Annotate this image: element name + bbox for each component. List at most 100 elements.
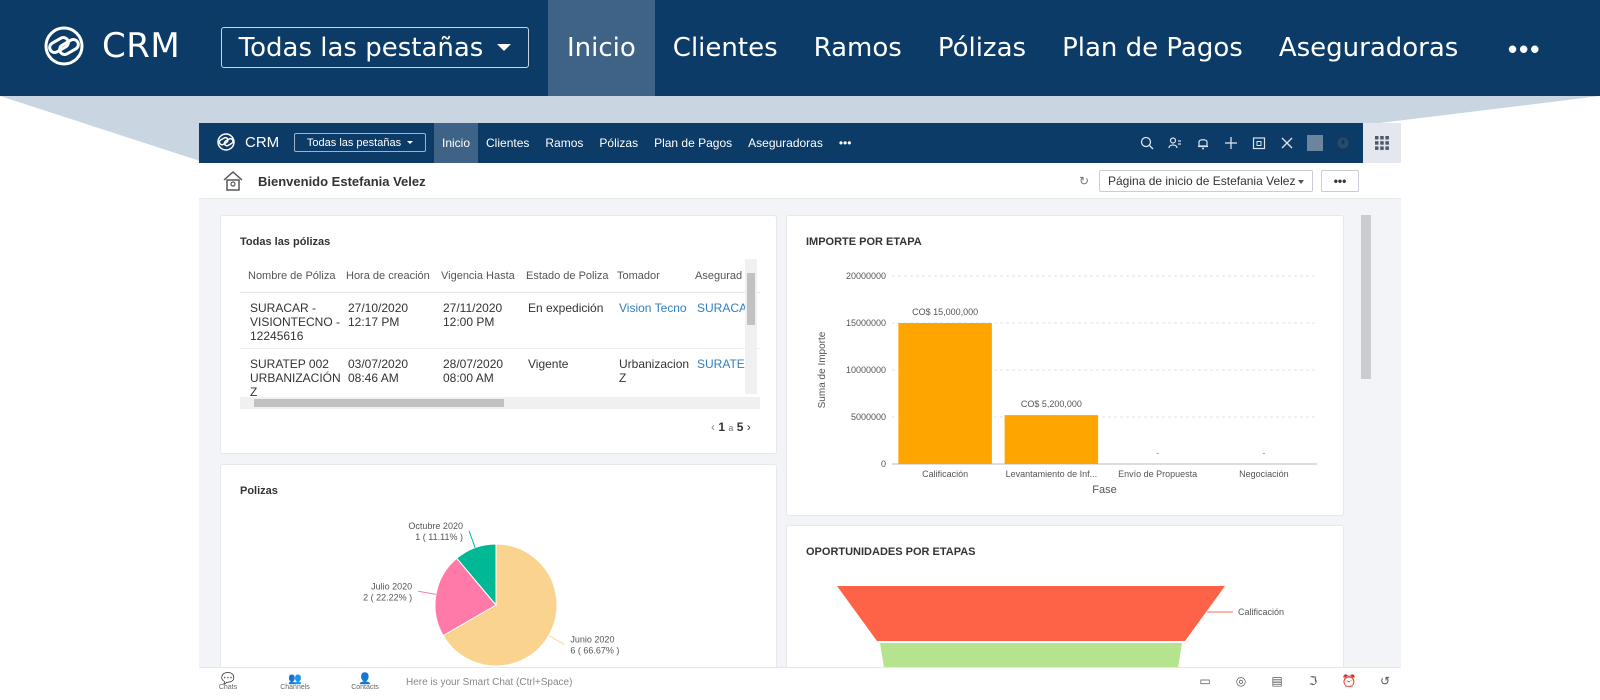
importe-chart-card: IMPORTE POR ETAPA 0 5000000 10000000 150000… (786, 215, 1344, 516)
y-tick-label: 5000000 (851, 412, 886, 422)
history-icon[interactable]: ↺ (1379, 674, 1391, 688)
refresh-icon[interactable]: ↻ (1079, 174, 1090, 188)
calendar-icon[interactable] (1251, 135, 1267, 151)
nav-inicio[interactable]: Inicio (548, 0, 655, 96)
contacts-button[interactable]: 👤 Contacts (350, 672, 380, 691)
crm-logo-small[interactable]: CRM (213, 133, 279, 151)
all-tabs-dropdown-small[interactable]: Todas las pestañas (294, 133, 426, 152)
table-vertical-scrollbar[interactable] (745, 259, 757, 394)
channels-icon: 👥 (288, 673, 302, 685)
status-cell: En expedición (528, 301, 604, 315)
pie-slice (442, 543, 558, 667)
smart-chat-input[interactable]: Here is your Smart Chat (Ctrl+Space) (406, 677, 573, 688)
policies-table: Nombre de Póliza Hora de creación Vigenc… (240, 259, 760, 409)
clipboard-icon[interactable]: ▤ (1271, 674, 1283, 688)
all-tabs-label-small: Todas las pestañas (306, 136, 402, 149)
more-options-button[interactable]: ••• (1321, 170, 1359, 192)
nav-ramos[interactable]: Ramos (813, 33, 902, 63)
welcome-bar: Bienvenido Estefania Velez ↻ Página de i… (199, 163, 1401, 199)
pagination: ‹ 1 a 5 › (711, 420, 751, 434)
importe-title: IMPORTE POR ETAPA (806, 236, 922, 248)
slice-label: Julio 2020 (371, 581, 412, 591)
pager-total: 5 (736, 420, 744, 434)
table-header: Nombre de Póliza Hora de creación Vigenc… (240, 259, 760, 293)
x-tick-label: Negociación (1239, 469, 1289, 479)
policy-name-link[interactable]: SURACAR - VISIONTECNO -12245616 (250, 301, 341, 343)
y-tick-label: 0 (881, 459, 886, 469)
column-header[interactable]: Estado de Poliza (526, 270, 609, 282)
contacts-icon[interactable] (1167, 135, 1183, 151)
mic-icon[interactable] (1335, 135, 1351, 151)
tomador-link[interactable]: Vision Tecno (619, 301, 687, 315)
chat-icon: 💬 (221, 673, 235, 685)
table-row[interactable]: SURATEP 002 URBANIZACIÓN Z 03/07/2020 08:46… (240, 349, 760, 405)
tomador-link[interactable]: Urbanizacion Z (619, 357, 690, 385)
crm-logo[interactable]: CRM (36, 26, 180, 66)
scroll-thumb[interactable] (747, 273, 755, 325)
logo-text-small: CRM (245, 133, 280, 151)
nav-polizas[interactable]: Pólizas (937, 33, 1027, 63)
bar (898, 323, 992, 464)
insurer-link[interactable]: SURACAR (697, 301, 756, 315)
oportunidades-card: OPORTUNIDADES POR ETAPAS Calificación (786, 525, 1344, 686)
column-header[interactable]: Nombre de Póliza (248, 270, 336, 282)
nav-polizas-small[interactable]: Pólizas (599, 136, 639, 150)
all-tabs-dropdown[interactable]: Todas las pestañas (221, 27, 529, 68)
plus-icon[interactable] (1223, 135, 1239, 151)
zoom-wedge (0, 96, 1600, 161)
next-page-icon[interactable]: › (746, 420, 751, 434)
page-scrollbar[interactable] (1359, 201, 1373, 681)
funnel-chart: Calificación (837, 586, 1284, 686)
home-icon (223, 170, 243, 191)
valid-until-cell: 28/07/2020 08:00 AM (443, 357, 504, 385)
channels-button[interactable]: 👥 Channels (280, 672, 310, 691)
chevron-down-icon (1298, 180, 1304, 184)
slice-value-label: 6 ( 66.67% ) (570, 646, 619, 656)
leader-line (418, 590, 437, 595)
apps-grid-icon (1375, 136, 1389, 150)
column-header[interactable]: Vigencia Hasta (441, 270, 515, 282)
scroll-thumb[interactable] (1361, 215, 1371, 379)
x-tick-label: Envío de Propuesta (1118, 469, 1197, 479)
scroll-thumb[interactable] (254, 399, 504, 407)
main-nav: Inicio Clientes Ramos Pólizas Plan de Pa… (548, 0, 1476, 96)
nav-plan-de-pagos[interactable]: Plan de Pagos (1062, 33, 1243, 63)
data-label: - (1156, 448, 1159, 458)
alarm-icon[interactable]: ⏰ (1341, 674, 1357, 688)
nav-clientes-small[interactable]: Clientes (486, 136, 530, 150)
crm-logo-icon (44, 26, 84, 66)
nav-ramos-small[interactable]: Ramos (545, 136, 584, 150)
table-row[interactable]: SURACAR - VISIONTECNO -12245616 27/10/202… (240, 293, 760, 349)
crm-logo-small-icon (217, 133, 235, 151)
policy-name-link[interactable]: SURATEP 002 URBANIZACIÓN Z (250, 357, 341, 399)
search-icon[interactable] (1139, 135, 1155, 151)
nav-inicio-small[interactable]: Inicio (434, 123, 479, 163)
gamepad-icon[interactable]: ◎ (1235, 674, 1247, 688)
home-page-select-label: Página de inicio de Estefania Velez (1108, 174, 1296, 188)
tools-icon[interactable] (1279, 135, 1295, 151)
funnel-label: Calificación (1238, 607, 1284, 617)
insurer-link[interactable]: SURATEP (697, 357, 753, 371)
apps-grid-button[interactable] (1363, 123, 1401, 163)
nav-aseguradoras-small[interactable]: Aseguradoras (748, 136, 823, 150)
column-header[interactable]: Hora de creación (346, 270, 430, 282)
table-horizontal-scrollbar[interactable] (240, 397, 760, 409)
data-label: CO$ 15,000,000 (912, 307, 978, 317)
translate-icon[interactable]: ℑ (1308, 674, 1318, 688)
logo-text: CRM (102, 26, 181, 66)
nav-aseguradoras[interactable]: Aseguradoras (1278, 33, 1459, 63)
importe-bar-chart: 0 5000000 10000000 15000000 20000000 CO$ 15,0… (817, 271, 1317, 496)
home-page-select[interactable]: Página de inicio de Estefania Velez (1099, 170, 1313, 192)
column-header[interactable]: Asegurad (695, 270, 743, 282)
bell-icon[interactable] (1195, 135, 1211, 151)
column-header[interactable]: Tomador (617, 270, 660, 282)
nav-clientes[interactable]: Clientes (672, 33, 778, 63)
chats-button[interactable]: 💬 Chats (213, 672, 243, 691)
prev-page-icon[interactable]: ‹ (711, 420, 715, 434)
screen-icon[interactable]: ▭ (1199, 674, 1211, 688)
y-axis-label: Suma de Importe (817, 331, 828, 408)
more-tabs-button-small[interactable]: ••• (838, 136, 852, 150)
nav-plan-de-pagos-small[interactable]: Plan de Pagos (654, 136, 733, 150)
more-tabs-button[interactable]: ••• (1508, 34, 1542, 64)
